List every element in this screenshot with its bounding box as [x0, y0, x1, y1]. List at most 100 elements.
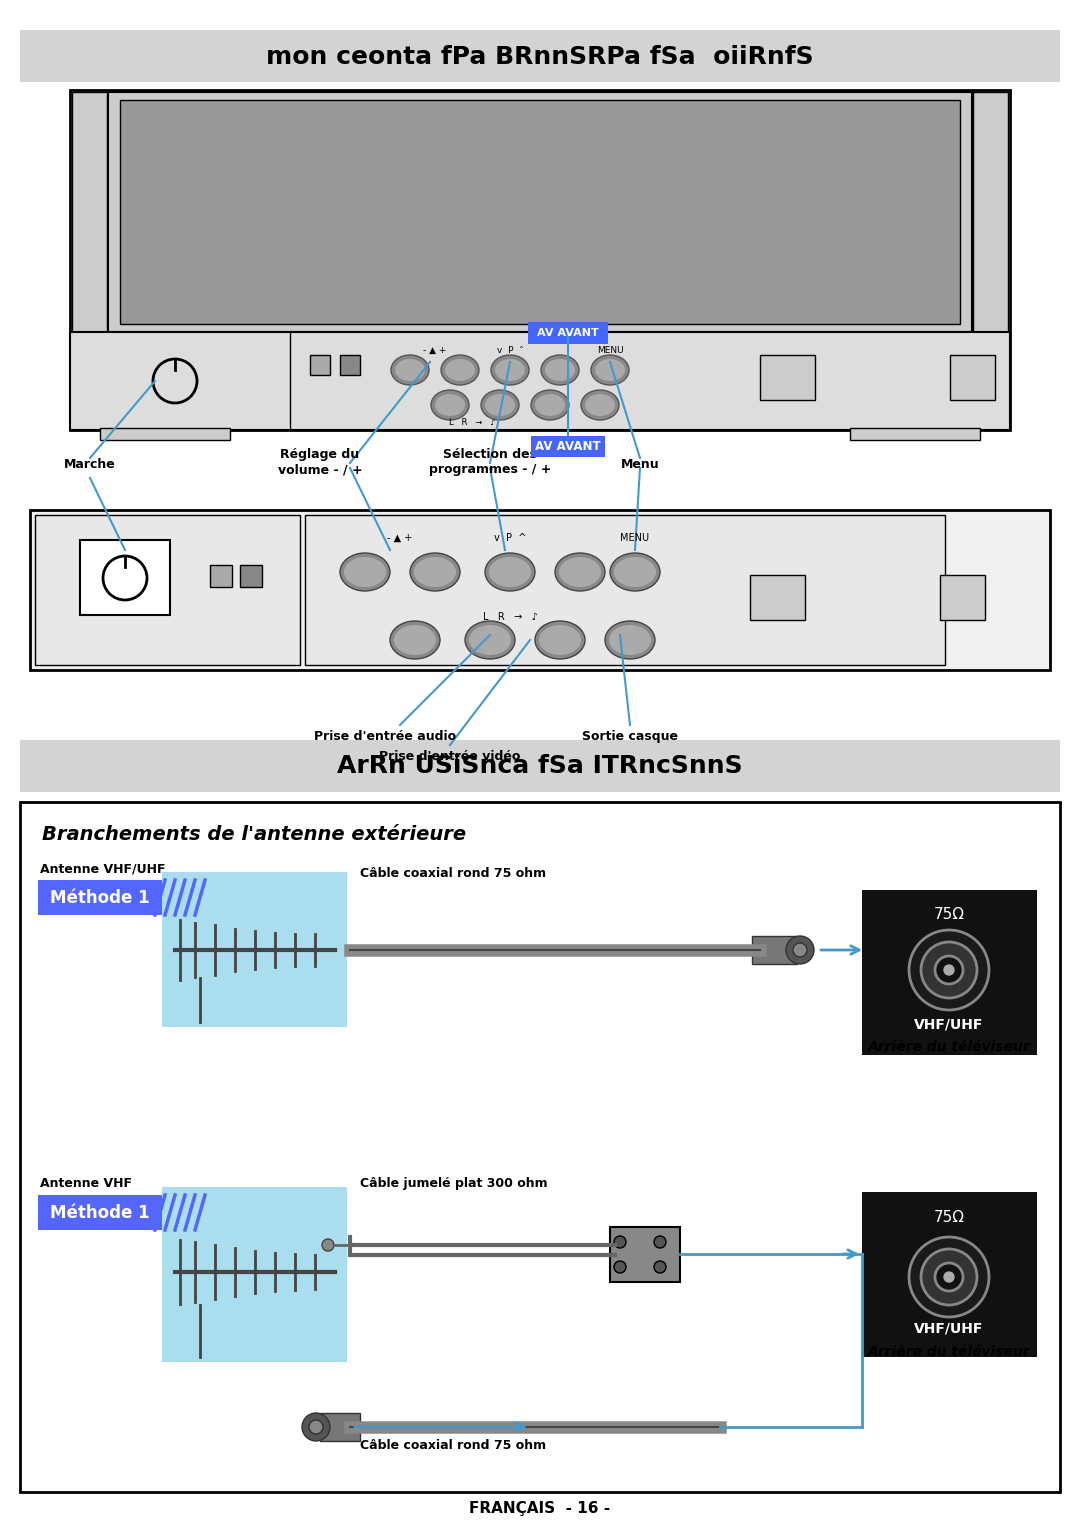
Circle shape [935, 1264, 963, 1291]
Text: Câble coaxial rond 75 ohm: Câble coaxial rond 75 ohm [360, 1439, 546, 1452]
FancyBboxPatch shape [30, 510, 1050, 669]
FancyBboxPatch shape [21, 802, 1059, 1491]
Ellipse shape [485, 553, 535, 591]
FancyBboxPatch shape [21, 31, 1059, 83]
Ellipse shape [491, 354, 529, 385]
Text: 75Ω: 75Ω [933, 906, 964, 921]
Text: 75Ω: 75Ω [933, 1210, 964, 1224]
Ellipse shape [394, 625, 436, 656]
Ellipse shape [605, 620, 654, 659]
Ellipse shape [469, 625, 511, 656]
FancyBboxPatch shape [850, 428, 980, 440]
FancyBboxPatch shape [305, 515, 945, 665]
Text: Méthode 1: Méthode 1 [50, 889, 150, 908]
Circle shape [615, 1261, 626, 1273]
Ellipse shape [609, 625, 651, 656]
Text: Méthode 1: Méthode 1 [50, 1204, 150, 1222]
Text: Marche: Marche [64, 458, 116, 471]
Ellipse shape [481, 390, 519, 420]
FancyBboxPatch shape [108, 92, 972, 332]
Text: MENU: MENU [596, 345, 623, 354]
FancyBboxPatch shape [940, 575, 985, 620]
FancyBboxPatch shape [340, 354, 360, 374]
Text: Arrière du téléviseur: Arrière du téléviseur [867, 1345, 1030, 1358]
FancyBboxPatch shape [752, 937, 797, 964]
Ellipse shape [414, 558, 456, 587]
FancyBboxPatch shape [210, 565, 232, 587]
Ellipse shape [485, 394, 515, 416]
Ellipse shape [495, 359, 525, 380]
FancyBboxPatch shape [162, 872, 347, 1027]
Circle shape [909, 931, 989, 1010]
Text: v  P  ˄: v P ˄ [497, 345, 524, 354]
FancyBboxPatch shape [70, 90, 1010, 429]
FancyBboxPatch shape [528, 322, 608, 344]
FancyBboxPatch shape [80, 539, 170, 614]
Text: Arrière du téléviseur: Arrière du téléviseur [867, 1041, 1030, 1054]
FancyBboxPatch shape [862, 1192, 1037, 1357]
Text: AV AVANT: AV AVANT [536, 440, 600, 452]
Ellipse shape [535, 620, 585, 659]
Text: AV AVANT: AV AVANT [537, 329, 599, 338]
Ellipse shape [391, 354, 429, 385]
Circle shape [654, 1236, 666, 1248]
FancyBboxPatch shape [862, 889, 1037, 1054]
Text: L   R   →   ♪: L R → ♪ [483, 613, 538, 622]
Circle shape [944, 966, 954, 975]
Text: Réglage du
volume - / +: Réglage du volume - / + [278, 448, 362, 477]
Ellipse shape [395, 359, 426, 380]
Text: Branchements de l'antenne extérieure: Branchements de l'antenne extérieure [42, 825, 467, 843]
FancyBboxPatch shape [610, 1227, 680, 1282]
FancyBboxPatch shape [750, 575, 805, 620]
FancyBboxPatch shape [320, 1413, 360, 1441]
Ellipse shape [595, 359, 625, 380]
Text: Prise d'entrée vidéo: Prise d'entrée vidéo [379, 750, 521, 762]
Text: MENU: MENU [620, 533, 649, 542]
FancyBboxPatch shape [35, 515, 300, 665]
Circle shape [302, 1413, 330, 1441]
Ellipse shape [615, 558, 656, 587]
Text: v  P  ^: v P ^ [494, 533, 526, 542]
FancyBboxPatch shape [120, 99, 960, 324]
Ellipse shape [559, 558, 600, 587]
FancyBboxPatch shape [240, 565, 262, 587]
Text: - ▲ +: - ▲ + [388, 533, 413, 542]
FancyBboxPatch shape [38, 1195, 163, 1230]
Circle shape [322, 1239, 334, 1251]
Ellipse shape [431, 390, 469, 420]
Text: Antenne VHF: Antenne VHF [40, 1177, 132, 1190]
FancyBboxPatch shape [21, 740, 1059, 792]
Ellipse shape [581, 390, 619, 420]
Circle shape [921, 1248, 977, 1305]
Ellipse shape [435, 394, 465, 416]
Text: VHF/UHF: VHF/UHF [915, 1018, 984, 1031]
Circle shape [944, 1271, 954, 1282]
Text: Câble coaxial rond 75 ohm: Câble coaxial rond 75 ohm [360, 866, 546, 880]
FancyBboxPatch shape [162, 1187, 347, 1361]
FancyBboxPatch shape [70, 332, 1010, 429]
Ellipse shape [531, 390, 569, 420]
Text: VHF/UHF: VHF/UHF [915, 1322, 984, 1335]
Text: Antenne VHF/UHF: Antenne VHF/UHF [40, 862, 165, 876]
FancyBboxPatch shape [100, 428, 230, 440]
Circle shape [786, 937, 814, 964]
Ellipse shape [539, 625, 581, 656]
Ellipse shape [410, 553, 460, 591]
Text: Câble jumelé plat 300 ohm: Câble jumelé plat 300 ohm [360, 1177, 548, 1190]
Ellipse shape [340, 553, 390, 591]
Circle shape [309, 1420, 323, 1433]
Text: mon ceonta fPa BRnnSRPa fSa  oiiRnfS: mon ceonta fPa BRnnSRPa fSa oiiRnfS [266, 44, 814, 69]
Text: - ▲ +: - ▲ + [423, 345, 447, 354]
Circle shape [935, 957, 963, 984]
FancyBboxPatch shape [72, 92, 107, 332]
Text: L   R   →   ♪: L R → ♪ [449, 417, 496, 426]
Circle shape [909, 1238, 989, 1317]
FancyBboxPatch shape [38, 880, 163, 915]
Ellipse shape [441, 354, 480, 385]
Ellipse shape [541, 354, 579, 385]
Ellipse shape [555, 553, 605, 591]
Text: Menu: Menu [621, 458, 659, 471]
Circle shape [654, 1261, 666, 1273]
Ellipse shape [545, 359, 575, 380]
FancyBboxPatch shape [950, 354, 995, 400]
